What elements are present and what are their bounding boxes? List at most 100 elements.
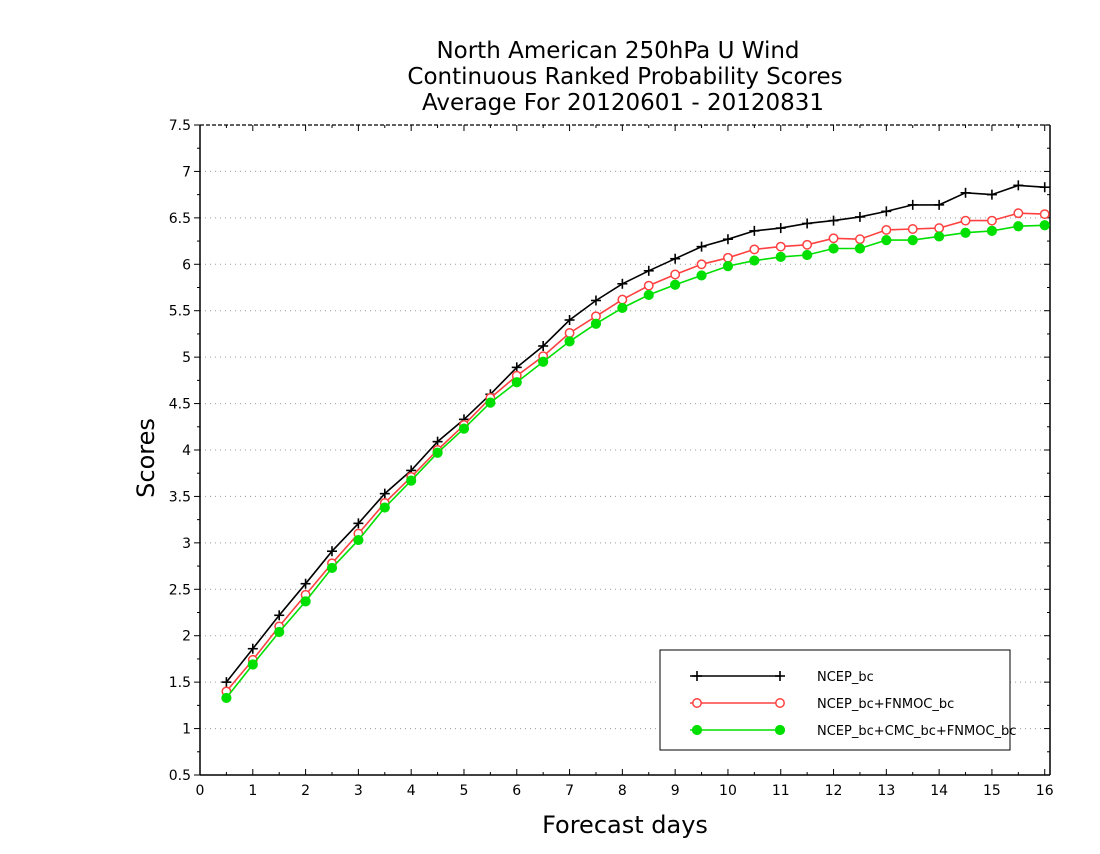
data-point [564, 328, 575, 338]
data-point [274, 610, 285, 621]
legend-marker [691, 724, 703, 736]
x-tick-label: 13 [877, 783, 895, 799]
data-point [749, 225, 760, 236]
data-point [485, 397, 496, 408]
x-tick-label: 7 [565, 783, 574, 799]
data-point [326, 562, 338, 574]
legend-item: NCEP_bc [690, 670, 874, 685]
y-tick-label: 2.5 [169, 582, 191, 598]
data-point [960, 187, 971, 198]
y-tick-label: 2 [182, 629, 191, 645]
data-point [723, 252, 733, 263]
y-tick-label: 5.5 [169, 304, 191, 320]
data-point [300, 596, 311, 607]
x-axis-ticks: 0 1 2 3 4 5 6 7 8 9 10 11 12 13 14 15 16 [196, 125, 1054, 799]
data-point [775, 251, 786, 262]
x-tick-label: 8 [618, 783, 627, 799]
data-point [1013, 208, 1024, 219]
series-1 [221, 180, 1050, 688]
data-point [458, 423, 470, 434]
x-tick-label: 10 [719, 783, 737, 799]
y-tick-label: 5 [182, 350, 191, 366]
data-point [722, 234, 733, 245]
x-tick-label: 0 [196, 783, 205, 799]
legend-marker [775, 671, 785, 681]
data-point [881, 235, 892, 246]
data-point [722, 261, 734, 272]
y-tick-label: 1 [182, 722, 191, 738]
data-point [617, 302, 628, 314]
data-point [907, 235, 918, 246]
data-point [696, 241, 707, 252]
data-point [353, 518, 364, 529]
data-point [670, 269, 681, 280]
data-point [590, 295, 601, 306]
data-point [670, 279, 681, 290]
data-point [881, 224, 892, 235]
data-point [775, 223, 786, 234]
data-point [696, 270, 707, 281]
data-point [432, 436, 443, 447]
data-point [326, 546, 337, 557]
data-point [643, 265, 654, 276]
data-point [854, 234, 865, 245]
x-tick-label: 16 [1036, 783, 1054, 799]
x-tick-label: 2 [301, 783, 310, 799]
data-point [828, 243, 839, 254]
data-point [828, 233, 839, 244]
data-point [986, 189, 997, 200]
y-tick-label: 3.5 [169, 489, 191, 505]
x-tick-label: 5 [460, 783, 469, 799]
data-point [1013, 221, 1024, 232]
x-tick-label: 12 [825, 783, 843, 799]
legend-item: NCEP_bc+FNMOC_bc [690, 697, 954, 712]
data-point [300, 578, 311, 589]
data-point [1039, 220, 1050, 231]
legend-item: NCEP_bc+CMC_bc+FNMOC_bc [690, 724, 1016, 739]
data-point [221, 677, 232, 688]
y-tick-label: 4 [182, 443, 191, 459]
data-point [749, 255, 760, 266]
chart-title: North American 250hPa U Wind Continuous … [407, 38, 842, 116]
legend-label: NCEP_bc+FNMOC_bc [817, 697, 954, 712]
data-point [617, 294, 628, 305]
series-2 [221, 208, 1050, 697]
data-point [670, 253, 681, 264]
data-point [564, 315, 575, 325]
x-tick-label: 11 [772, 783, 790, 799]
data-point [960, 215, 971, 226]
x-tick-label: 15 [983, 783, 1001, 799]
y-tick-label: 7 [182, 164, 191, 180]
legend-marker [775, 698, 785, 708]
data-point [432, 447, 443, 458]
data-point [934, 223, 945, 234]
data-point [406, 475, 417, 486]
data-point [986, 215, 997, 226]
data-point [643, 289, 654, 301]
data-point [828, 215, 839, 226]
x-tick-label: 3 [354, 783, 363, 799]
data-point [617, 278, 628, 289]
series-line [225, 184, 1045, 683]
y-tick-label: 1.5 [169, 675, 191, 691]
y-tick-label: 7.5 [169, 118, 191, 134]
data-point [854, 243, 866, 254]
data-point [802, 218, 813, 229]
data-point [379, 488, 390, 499]
y-tick-label: 6.5 [169, 211, 191, 227]
gridlines [200, 170, 1050, 730]
legend: NCEP_bc NCEP_bc+FNMOC_bc NCEP_bc+CMC_bc+FN… [659, 649, 1016, 751]
data-series [221, 180, 1050, 704]
data-point [854, 211, 865, 222]
legend-marker [774, 724, 786, 736]
data-point [1039, 182, 1050, 193]
title-line-1: North American 250hPa U Wind [436, 38, 799, 64]
data-point [775, 241, 786, 252]
series-3 [221, 220, 1050, 704]
x-tick-label: 1 [248, 783, 257, 799]
data-point [907, 224, 918, 234]
data-point [538, 356, 549, 367]
data-point [696, 259, 707, 270]
legend-marker [692, 698, 702, 708]
